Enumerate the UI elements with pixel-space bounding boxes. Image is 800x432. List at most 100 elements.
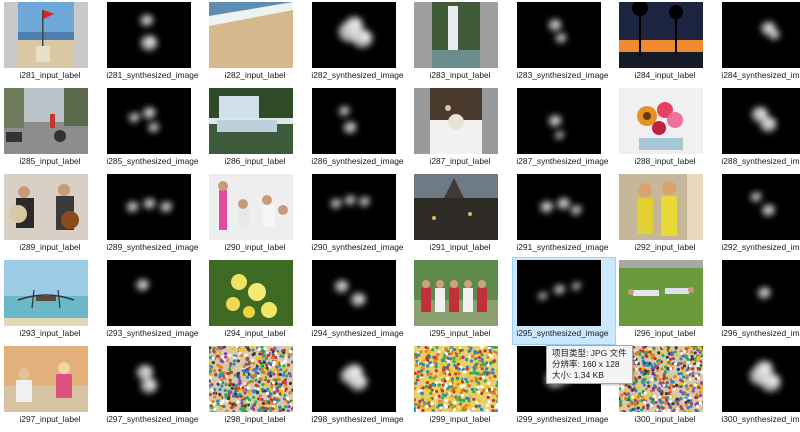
file-item[interactable]: i295_input_label xyxy=(410,258,512,344)
input-label-thumbnail xyxy=(209,88,293,154)
file-item[interactable]: i285_input_label xyxy=(0,86,102,172)
file-item[interactable]: i291_synthesized_image xyxy=(513,172,615,258)
synthesized-image-thumbnail xyxy=(722,174,800,240)
file-item[interactable]: i292_synthesized_image xyxy=(718,172,800,258)
synthesized-image-thumbnail xyxy=(517,88,601,154)
file-name: i285_input_label xyxy=(0,156,102,166)
input-label-thumbnail xyxy=(619,174,703,240)
file-name: i281_input_label xyxy=(0,70,102,80)
input-label-thumbnail xyxy=(209,174,293,240)
file-item[interactable]: i300_synthesized_image xyxy=(718,344,800,430)
synthesized-image-thumbnail xyxy=(107,174,191,240)
file-item[interactable]: i286_input_label xyxy=(205,86,307,172)
synthesized-image-thumbnail xyxy=(722,260,800,326)
file-item[interactable]: i295_synthesized_image xyxy=(513,258,615,344)
input-label-thumbnail xyxy=(414,88,498,154)
file-item[interactable]: i297_input_label xyxy=(0,344,102,430)
synthesized-image-thumbnail xyxy=(312,346,396,412)
file-name: i286_input_label xyxy=(203,156,307,166)
synthesized-image-thumbnail xyxy=(517,174,601,240)
file-item[interactable]: i294_input_label xyxy=(205,258,307,344)
file-name: i294_synthesized_image xyxy=(306,328,410,338)
file-name: i292_synthesized_image xyxy=(716,242,800,252)
file-name: i288_input_label xyxy=(613,156,717,166)
file-name: i297_input_label xyxy=(0,414,102,424)
file-item[interactable]: i290_input_label xyxy=(205,172,307,258)
file-name: i300_synthesized_image xyxy=(716,414,800,424)
file-item[interactable]: i284_synthesized_image xyxy=(718,0,800,86)
file-item[interactable]: i296_input_label xyxy=(615,258,717,344)
synthesized-image-thumbnail xyxy=(517,2,601,68)
input-label-thumbnail xyxy=(414,346,498,412)
synthesized-image-thumbnail xyxy=(312,174,396,240)
file-name: i287_input_label xyxy=(408,156,512,166)
file-name: i281_synthesized_image xyxy=(101,70,205,80)
file-item[interactable]: i292_input_label xyxy=(615,172,717,258)
file-item[interactable]: i286_synthesized_image xyxy=(308,86,410,172)
file-name: i294_input_label xyxy=(203,328,307,338)
input-label-thumbnail xyxy=(619,88,703,154)
file-item[interactable]: i281_synthesized_image xyxy=(103,0,205,86)
file-item[interactable]: i293_input_label xyxy=(0,258,102,344)
file-name: i286_synthesized_image xyxy=(306,156,410,166)
tooltip-resolution: 分辨率: 160 x 128 xyxy=(552,359,627,370)
input-label-thumbnail xyxy=(414,260,498,326)
file-name: i298_synthesized_image xyxy=(306,414,410,424)
file-name: i290_input_label xyxy=(203,242,307,252)
file-item[interactable]: i296_synthesized_image xyxy=(718,258,800,344)
input-label-thumbnail xyxy=(4,260,88,326)
synthesized-image-thumbnail xyxy=(107,346,191,412)
input-label-thumbnail xyxy=(209,346,293,412)
file-item[interactable]: i291_input_label xyxy=(410,172,512,258)
file-item[interactable]: i287_input_label xyxy=(410,86,512,172)
input-label-thumbnail xyxy=(619,2,703,68)
file-name: i289_input_label xyxy=(0,242,102,252)
file-item[interactable]: i298_synthesized_image xyxy=(308,344,410,430)
input-label-thumbnail xyxy=(414,2,498,68)
file-name: i285_synthesized_image xyxy=(101,156,205,166)
file-item[interactable]: i288_synthesized_image xyxy=(718,86,800,172)
file-item[interactable]: i282_input_label xyxy=(205,0,307,86)
file-item[interactable]: i289_input_label xyxy=(0,172,102,258)
file-item[interactable]: i283_input_label xyxy=(410,0,512,86)
input-label-thumbnail xyxy=(4,346,88,412)
file-name: i287_synthesized_image xyxy=(511,156,615,166)
file-item[interactable]: i294_synthesized_image xyxy=(308,258,410,344)
file-name: i292_input_label xyxy=(613,242,717,252)
file-name: i295_synthesized_image xyxy=(511,328,615,338)
input-label-thumbnail xyxy=(414,174,498,240)
file-name: i295_input_label xyxy=(408,328,512,338)
file-name: i284_synthesized_image xyxy=(716,70,800,80)
file-item[interactable]: i282_synthesized_image xyxy=(308,0,410,86)
file-item[interactable]: i288_input_label xyxy=(615,86,717,172)
input-label-thumbnail xyxy=(4,88,88,154)
file-item[interactable]: i299_input_label xyxy=(410,344,512,430)
file-item[interactable]: i284_input_label xyxy=(615,0,717,86)
file-name: i291_input_label xyxy=(408,242,512,252)
file-item[interactable]: i297_synthesized_image xyxy=(103,344,205,430)
file-item[interactable]: i287_synthesized_image xyxy=(513,86,615,172)
file-name: i298_input_label xyxy=(203,414,307,424)
synthesized-image-thumbnail xyxy=(722,346,800,412)
file-item[interactable]: i290_synthesized_image xyxy=(308,172,410,258)
file-item[interactable]: i293_synthesized_image xyxy=(103,258,205,344)
file-name: i296_input_label xyxy=(613,328,717,338)
synthesized-image-thumbnail xyxy=(312,2,396,68)
file-item[interactable]: i281_input_label xyxy=(0,0,102,86)
file-name: i299_synthesized_image xyxy=(511,414,615,424)
input-label-thumbnail xyxy=(4,174,88,240)
file-item[interactable]: i289_synthesized_image xyxy=(103,172,205,258)
tooltip-filesize: 大小: 1.34 KB xyxy=(552,370,627,381)
input-label-thumbnail xyxy=(4,2,88,68)
file-name: i288_synthesized_image xyxy=(716,156,800,166)
file-item[interactable]: i298_input_label xyxy=(205,344,307,430)
synthesized-image-thumbnail xyxy=(722,2,800,68)
file-name: i284_input_label xyxy=(613,70,717,80)
file-name: i289_synthesized_image xyxy=(101,242,205,252)
synthesized-image-thumbnail xyxy=(312,260,396,326)
input-label-thumbnail xyxy=(619,260,703,326)
file-item[interactable]: i283_synthesized_image xyxy=(513,0,615,86)
file-name: i293_synthesized_image xyxy=(101,328,205,338)
file-item[interactable]: i285_synthesized_image xyxy=(103,86,205,172)
